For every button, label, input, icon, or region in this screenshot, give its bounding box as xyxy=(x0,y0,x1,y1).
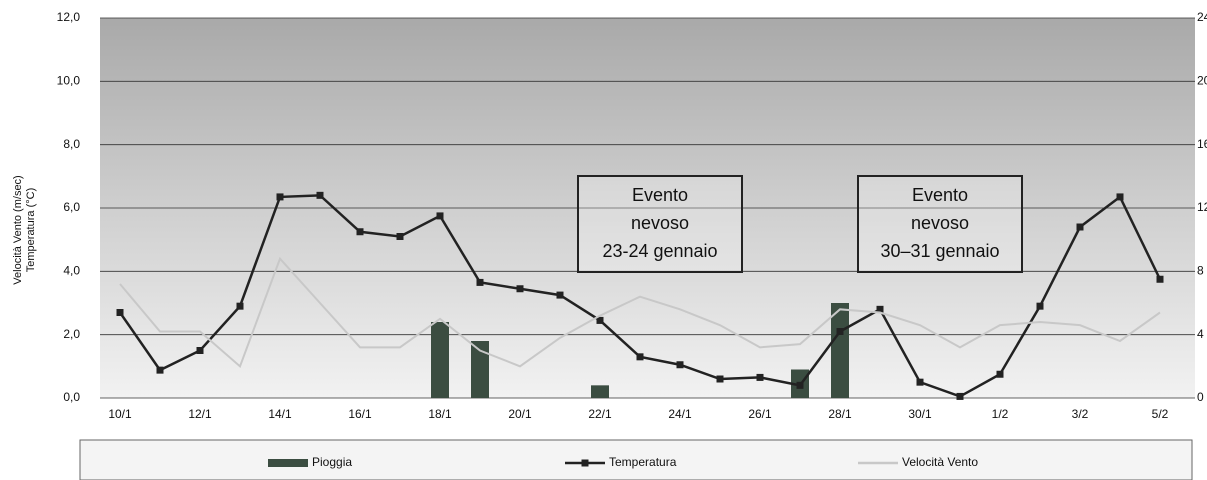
marker xyxy=(836,328,844,335)
marker xyxy=(1156,275,1164,283)
marker xyxy=(1036,302,1044,310)
y2-tick-label: 20 xyxy=(1197,74,1207,88)
x-tick-label: 26/1 xyxy=(748,407,772,421)
annotation-box xyxy=(857,175,1023,273)
bar xyxy=(591,385,609,398)
y-tick-label: 0,0 xyxy=(63,390,80,404)
marker xyxy=(396,233,404,240)
y2-tick-label: 16 xyxy=(1197,137,1207,151)
marker xyxy=(596,316,604,324)
y-tick-label: 6,0 xyxy=(63,200,80,214)
marker xyxy=(1116,193,1124,201)
y-axis-label: Velocità Vento (m/sec) xyxy=(12,175,24,284)
annotation-text: 30–31 gennaio xyxy=(880,241,999,261)
marker xyxy=(756,373,764,381)
legend-label: Temperatura xyxy=(609,455,677,469)
annotation-text: 23-24 gennaio xyxy=(602,241,717,261)
x-tick-label: 5/2 xyxy=(1152,407,1169,421)
annotation-text: nevoso xyxy=(631,213,689,233)
bar xyxy=(471,341,489,398)
marker xyxy=(996,370,1004,378)
y-axis-label: Temperatura (°C) xyxy=(25,188,37,272)
y2-tick-label: 24 xyxy=(1197,10,1207,24)
marker xyxy=(796,381,804,389)
x-tick-label: 16/1 xyxy=(348,407,372,421)
y2-tick-label: 8 xyxy=(1197,264,1204,278)
marker xyxy=(116,309,124,316)
annotation-text: Evento xyxy=(912,185,968,205)
y2-tick-label: 4 xyxy=(1197,327,1204,341)
marker xyxy=(676,361,684,369)
x-tick-label: 10/1 xyxy=(108,407,132,421)
y-tick-label: 2,0 xyxy=(63,327,80,341)
y-tick-label: 8,0 xyxy=(63,137,80,151)
legend-box xyxy=(79,439,1193,480)
marker xyxy=(236,302,244,310)
x-tick-label: 18/1 xyxy=(428,407,452,421)
y-tick-label: 10,0 xyxy=(57,74,81,88)
legend-marker xyxy=(581,459,589,467)
x-tick-label: 22/1 xyxy=(588,407,612,421)
marker xyxy=(516,285,524,293)
x-tick-label: 24/1 xyxy=(668,407,692,421)
bar xyxy=(431,322,449,398)
x-tick-label: 28/1 xyxy=(828,407,852,421)
marker xyxy=(716,375,724,383)
legend-label: Velocità Vento xyxy=(902,455,978,469)
marker xyxy=(156,366,164,374)
marker xyxy=(436,212,444,220)
y-tick-label: 4,0 xyxy=(63,264,80,278)
annotation-text: Evento xyxy=(632,185,688,205)
marker xyxy=(1076,223,1084,231)
marker xyxy=(476,278,484,286)
x-tick-label: 1/2 xyxy=(992,407,1009,421)
marker xyxy=(556,291,564,299)
y-tick-label: 12,0 xyxy=(57,10,81,24)
legend-label: Pioggia xyxy=(312,455,352,469)
marker xyxy=(316,191,324,199)
x-tick-label: 3/2 xyxy=(1072,407,1089,421)
legend-swatch xyxy=(268,459,308,467)
marker xyxy=(196,347,204,354)
bar xyxy=(831,303,849,398)
annotation-box xyxy=(577,175,743,273)
x-tick-label: 14/1 xyxy=(268,407,292,421)
marker xyxy=(636,353,644,361)
marker xyxy=(876,305,884,313)
marker xyxy=(356,228,364,236)
y2-tick-label: 12 xyxy=(1197,200,1207,214)
annotation-text: nevoso xyxy=(911,213,969,233)
y2-tick-label: 0 xyxy=(1197,390,1204,404)
marker xyxy=(956,392,964,400)
x-tick-label: 30/1 xyxy=(908,407,932,421)
line xyxy=(119,256,1161,369)
marker xyxy=(916,378,924,386)
x-tick-label: 12/1 xyxy=(188,407,212,421)
x-tick-label: 20/1 xyxy=(508,407,532,421)
marker xyxy=(276,193,284,201)
